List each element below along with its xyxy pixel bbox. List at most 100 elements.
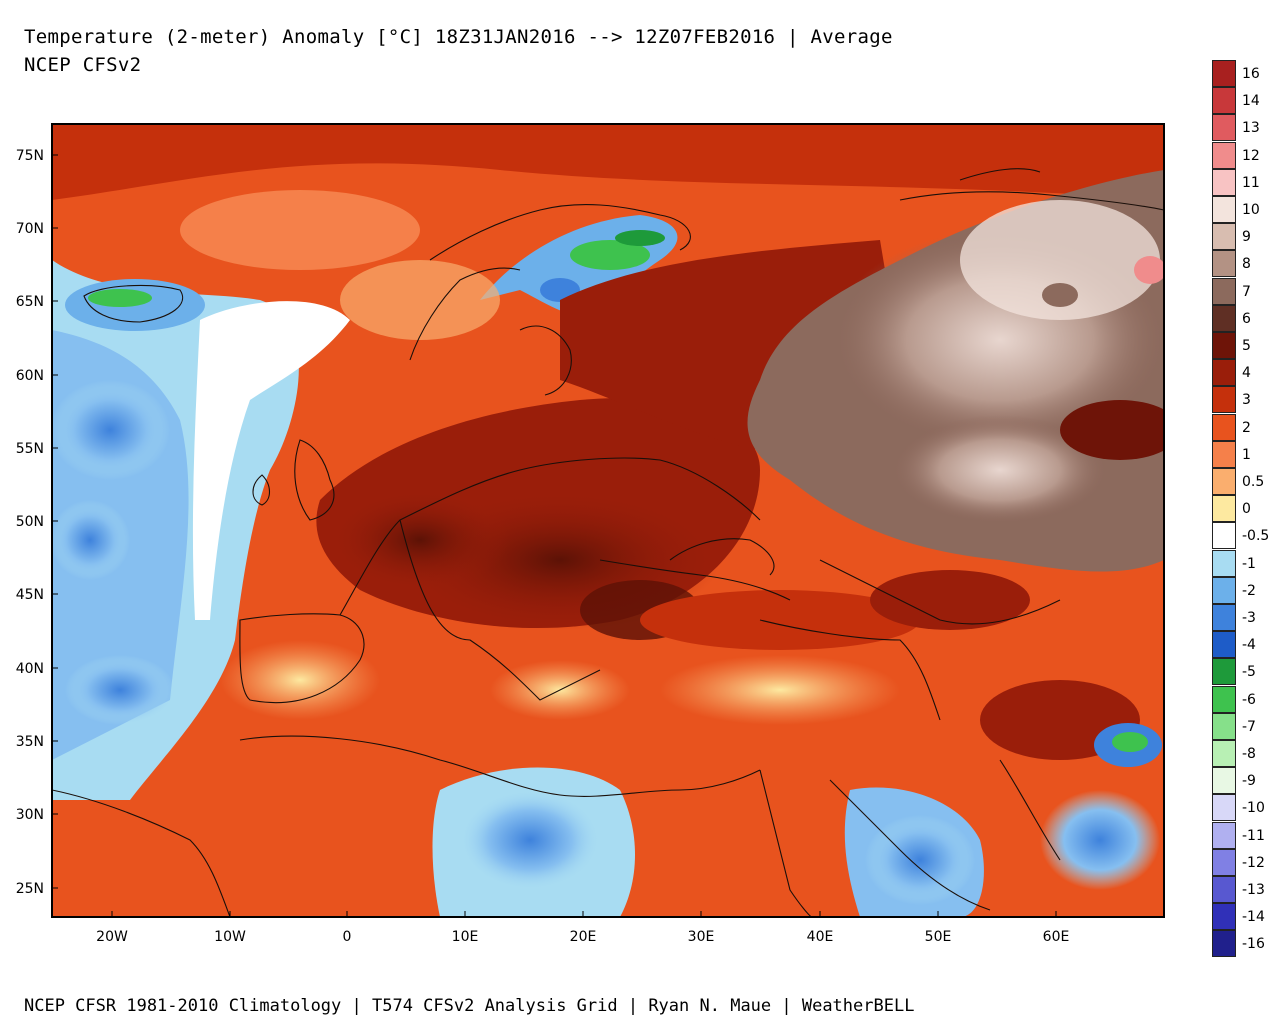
legend-swatch — [1212, 304, 1236, 332]
legend-swatch — [1212, 332, 1236, 359]
lon-label: 0 — [343, 929, 352, 945]
legend-label: -6 — [1242, 691, 1256, 708]
legend-swatch — [1212, 930, 1236, 958]
legend-swatch — [1212, 413, 1236, 441]
map-title: Temperature (2-meter) Anomaly [°C] 18Z31… — [24, 26, 893, 48]
lon-label: 30E — [688, 929, 715, 945]
legend-swatch — [1212, 576, 1236, 604]
legend-swatch — [1212, 223, 1236, 251]
coastlines — [52, 168, 1164, 917]
legend-entry: -1 — [1211, 549, 1280, 577]
legend-swatch — [1212, 250, 1236, 278]
legend-label: 13 — [1242, 120, 1260, 137]
lat-label: 45N — [16, 587, 44, 603]
lat-label: 40N — [16, 661, 44, 677]
legend-label: 4 — [1242, 365, 1251, 382]
legend-entry: -12 — [1211, 848, 1280, 876]
legend-label: 0.5 — [1242, 474, 1265, 490]
legend-label: -13 — [1242, 882, 1265, 898]
legend-entry: 4 — [1211, 359, 1280, 387]
legend-entry: -5 — [1211, 658, 1280, 686]
legend-swatch — [1212, 767, 1236, 795]
legend-entry: 14 — [1211, 87, 1280, 115]
legend-entry: -3 — [1211, 604, 1280, 631]
legend-entry: 10 — [1211, 196, 1280, 223]
legend-label: -12 — [1242, 854, 1265, 871]
legend-label: -7 — [1242, 718, 1256, 735]
legend-entry: -8 — [1211, 740, 1280, 767]
legend-swatch — [1212, 386, 1236, 414]
legend-label: -1 — [1242, 555, 1256, 572]
legend-swatch — [1212, 631, 1236, 659]
legend-entry: 2 — [1211, 413, 1280, 441]
legend-entry: 11 — [1211, 168, 1280, 196]
legend-label: 7 — [1242, 283, 1251, 300]
legend-entry: 1 — [1211, 440, 1280, 468]
legend-entry: -4 — [1211, 631, 1280, 659]
legend-swatch — [1212, 114, 1236, 142]
legend-swatch — [1212, 903, 1236, 931]
legend-label: -4 — [1242, 637, 1256, 654]
legend-swatch — [1212, 87, 1236, 115]
legend-label: 2 — [1242, 419, 1251, 436]
lat-label: 25N — [16, 881, 44, 897]
legend-swatch — [1212, 876, 1236, 903]
legend-swatch — [1212, 821, 1236, 849]
legend-label: 14 — [1242, 93, 1260, 110]
legend-swatch — [1212, 740, 1236, 767]
legend-entry: 3 — [1211, 386, 1280, 414]
legend-label: 0 — [1242, 501, 1251, 518]
legend-swatch — [1212, 658, 1236, 686]
longitude-axis: 20W 10W 0 10E 20E 30E 40E 50E 60E — [96, 911, 1069, 945]
legend-swatch — [1212, 712, 1236, 740]
legend-label: -10 — [1242, 800, 1265, 817]
lat-label: 50N — [16, 514, 44, 530]
legend-entry: 6 — [1211, 304, 1280, 332]
legend-swatch — [1212, 196, 1236, 223]
lon-label: 20W — [96, 929, 128, 945]
legend-label: -8 — [1242, 746, 1256, 762]
legend-entry: 0 — [1211, 495, 1280, 523]
footer-credit: NCEP CFSR 1981-2010 Climatology | T574 C… — [24, 996, 915, 1016]
legend-swatch — [1212, 794, 1236, 822]
legend-label: 12 — [1242, 147, 1260, 164]
legend-entry: 8 — [1211, 250, 1280, 278]
anomaly-field — [52, 124, 1164, 917]
legend-label: 8 — [1242, 256, 1251, 273]
legend-label: 10 — [1242, 202, 1260, 218]
legend-entry: -7 — [1211, 712, 1280, 740]
lat-label: 60N — [16, 368, 44, 384]
legend-entry: -0.5 — [1211, 522, 1280, 550]
legend-label: 1 — [1242, 446, 1251, 463]
legend-label: -14 — [1242, 909, 1265, 926]
legend-entry: 9 — [1211, 223, 1280, 251]
legend-swatch — [1212, 359, 1236, 387]
legend-label: -9 — [1242, 773, 1256, 790]
legend-label: 16 — [1242, 66, 1260, 82]
legend-swatch — [1212, 549, 1236, 577]
legend-label: 6 — [1242, 310, 1251, 327]
lat-label: 55N — [16, 441, 44, 457]
legend-entry: 13 — [1211, 114, 1280, 142]
legend-entry: -13 — [1211, 876, 1280, 903]
legend-label: -16 — [1242, 936, 1265, 953]
legend-entry: -10 — [1211, 794, 1280, 822]
lon-label: 10E — [452, 929, 479, 945]
legend-entry: 16 — [1211, 60, 1280, 87]
legend-swatch — [1212, 522, 1236, 550]
legend-entry: 12 — [1211, 141, 1280, 169]
legend-entry: 0.5 — [1211, 468, 1280, 495]
legend-entry: -11 — [1211, 821, 1280, 849]
legend-swatch — [1212, 685, 1236, 713]
lat-label: 35N — [16, 734, 44, 750]
legend-entry: -6 — [1211, 685, 1280, 713]
latitude-axis: 75N 70N 65N 60N 55N 50N 45N 40N 35N 30N 25N — [16, 148, 58, 897]
legend-entry: -14 — [1211, 903, 1280, 931]
lat-label: 70N — [16, 221, 44, 237]
legend-label: 11 — [1242, 174, 1260, 191]
legend-entry: -2 — [1211, 576, 1280, 604]
lon-label: 40E — [807, 929, 834, 945]
legend-label: -2 — [1242, 582, 1256, 599]
legend-label: -5 — [1242, 664, 1256, 681]
